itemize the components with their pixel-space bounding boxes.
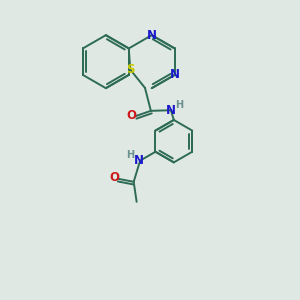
Text: H: H: [126, 150, 134, 160]
Text: N: N: [134, 154, 144, 167]
Text: H: H: [175, 100, 183, 110]
Text: N: N: [166, 104, 176, 117]
Text: S: S: [126, 63, 134, 76]
Text: O: O: [126, 109, 136, 122]
Text: N: N: [170, 68, 180, 81]
Text: O: O: [109, 171, 119, 184]
Text: N: N: [147, 29, 157, 42]
